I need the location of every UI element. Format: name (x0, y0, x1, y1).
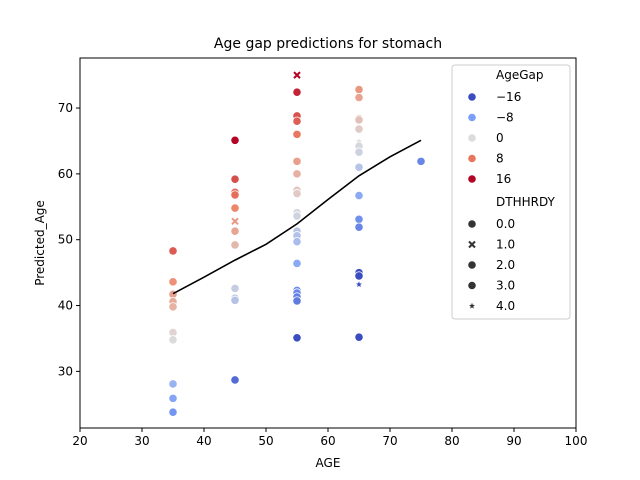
data-point (354, 332, 364, 342)
data-marks (168, 71, 426, 417)
data-point (168, 393, 178, 403)
legend-hue-label: 16 (496, 172, 511, 186)
y-axis: 30 40 50 60 70 (58, 101, 80, 378)
data-point (292, 87, 302, 97)
legend-hue-marker (467, 133, 477, 143)
x-axis-label: AGE (316, 456, 341, 470)
data-point (168, 302, 178, 312)
data-point (230, 283, 240, 294)
legend: AgeGap −16 −8 0 8 16 DTHHRDY 0.0 1.0 2.0 3.0 4.0 (451, 64, 571, 320)
y-tick-label: 70 (58, 101, 73, 115)
data-point (354, 222, 364, 232)
data-point (292, 156, 302, 166)
y-tick-label: 40 (58, 299, 73, 313)
data-point (292, 169, 302, 179)
legend-hue-label: 0 (496, 131, 504, 145)
data-point (168, 379, 178, 389)
data-point (168, 277, 178, 287)
data-point (292, 237, 302, 247)
data-point (292, 296, 302, 306)
legend-hue-marker (467, 174, 477, 184)
y-tick-label: 50 (58, 233, 73, 247)
x-tick-label: 30 (134, 434, 149, 448)
legend-style-marker (467, 280, 477, 291)
data-point (354, 162, 364, 172)
x-tick-label: 20 (72, 434, 87, 448)
legend-style-label: 1.0 (496, 238, 515, 252)
legend-style-label: 4.0 (496, 299, 515, 313)
data-point-stroke-b (293, 71, 301, 79)
data-point (230, 295, 240, 305)
y-tick-label: 60 (58, 167, 73, 181)
data-point (230, 174, 240, 184)
x-tick-label: 60 (320, 434, 335, 448)
x-tick-label: 40 (196, 434, 211, 448)
data-point (168, 335, 178, 345)
data-point (416, 156, 426, 166)
data-point (230, 375, 240, 385)
y-axis-label: Predicted_Age (33, 200, 47, 286)
data-point (292, 189, 302, 199)
data-point (355, 281, 363, 288)
data-point (230, 203, 240, 213)
legend-hue-label: 8 (496, 152, 504, 166)
data-point (293, 71, 301, 79)
data-point (355, 138, 363, 145)
legend-style-marker-stroke-b (468, 240, 476, 249)
data-point (292, 258, 302, 269)
legend-style-label: 2.0 (496, 258, 515, 272)
legend-frame (451, 64, 571, 320)
x-tick-label: 90 (506, 434, 521, 448)
data-point (292, 116, 302, 126)
data-point (354, 147, 364, 157)
legend-style-marker (467, 260, 477, 270)
legend-hue-marker (467, 153, 477, 164)
data-point (230, 240, 240, 250)
data-point (230, 190, 240, 200)
legend-style-label: 3.0 (496, 279, 515, 293)
legend-hue-marker (467, 92, 477, 102)
legend-style-marker (468, 302, 476, 309)
x-tick-label: 80 (444, 434, 459, 448)
data-point (354, 271, 364, 281)
legend-hue-marker (467, 112, 477, 123)
data-point (354, 124, 364, 134)
x-axis: 20 30 40 50 60 70 80 90 100 (72, 428, 587, 448)
data-point (292, 333, 302, 343)
legend-hue-entries: −16 −8 0 8 16 (467, 90, 521, 186)
x-tick-label: 100 (565, 434, 588, 448)
data-point (354, 190, 364, 201)
data-point (292, 129, 302, 139)
legend-style-entries: 0.0 1.0 2.0 3.0 4.0 (467, 217, 515, 313)
data-point (354, 85, 364, 95)
data-point (292, 211, 302, 221)
data-point-stroke-b (231, 217, 239, 225)
legend-hue-title: AgeGap (496, 68, 543, 82)
data-point (230, 135, 240, 145)
trend-line-group (172, 139, 422, 295)
legend-style-marker (467, 219, 477, 229)
data-point (354, 115, 364, 125)
data-point (168, 407, 178, 417)
trend-line (172, 139, 422, 295)
data-point (230, 226, 240, 236)
legend-style-label: 0.0 (496, 217, 515, 231)
data-point (354, 214, 364, 224)
data-point (231, 217, 239, 225)
data-point (168, 246, 178, 256)
x-tick-label: 70 (382, 434, 397, 448)
legend-hue-label: −16 (496, 90, 521, 104)
legend-style-marker (468, 240, 476, 249)
x-tick-label: 50 (258, 434, 273, 448)
legend-hue-label: −8 (496, 111, 514, 125)
legend-style-title: DTHHRDY (496, 195, 556, 209)
data-point (354, 92, 364, 103)
chart-title: Age gap predictions for stomach (214, 36, 442, 52)
y-tick-label: 30 (58, 364, 73, 378)
